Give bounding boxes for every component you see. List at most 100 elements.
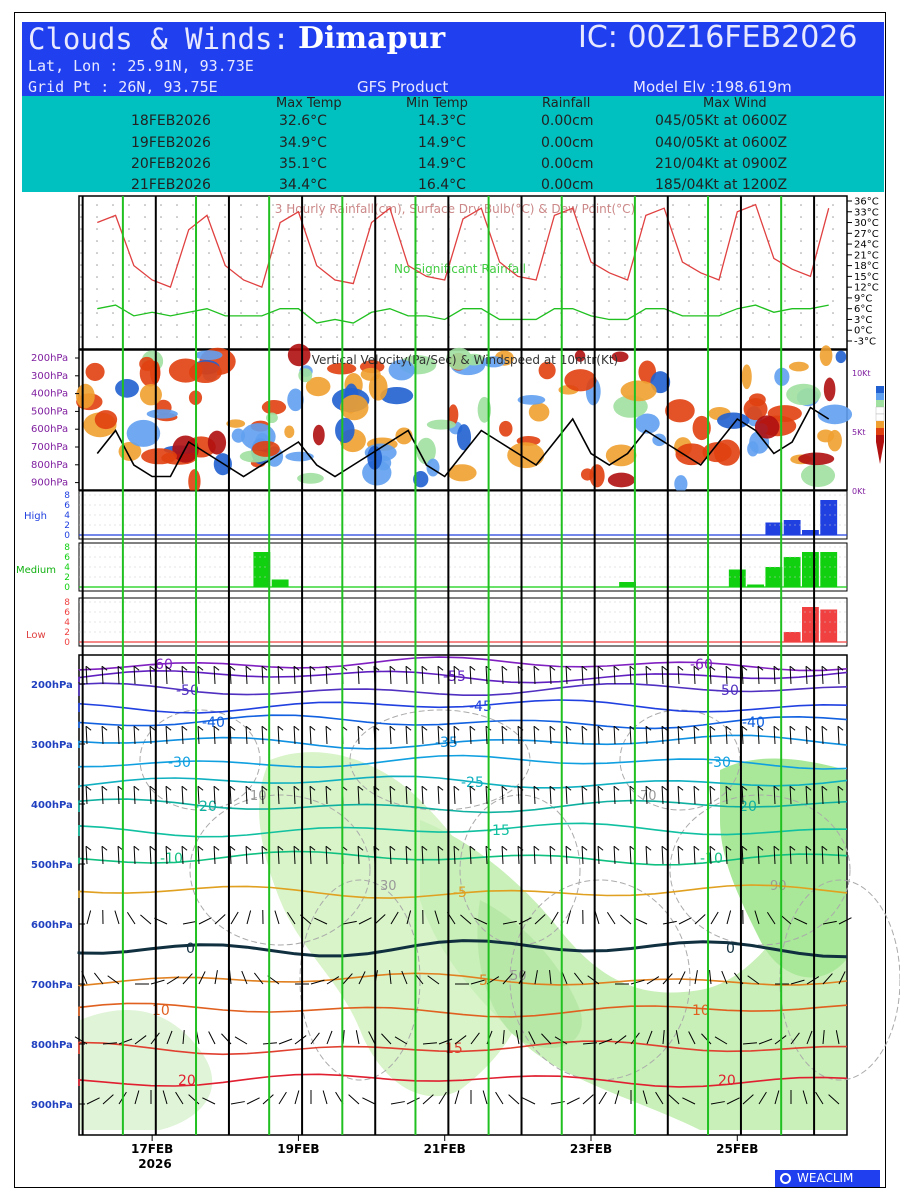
vv-cell bbox=[665, 399, 695, 423]
summary-table bbox=[22, 96, 884, 192]
wind-barb bbox=[597, 726, 600, 745]
wind-barb bbox=[175, 1091, 184, 1105]
vv-cell bbox=[447, 464, 477, 482]
wind-barb bbox=[517, 666, 520, 685]
wind-barb-flag bbox=[741, 845, 748, 851]
wind-barb bbox=[246, 910, 252, 925]
ytick-label: 300hPa bbox=[31, 740, 73, 751]
wind-barb-flag bbox=[325, 725, 332, 731]
wind-barb-flag bbox=[581, 785, 588, 791]
vv-cell bbox=[702, 442, 732, 463]
wind-barb bbox=[694, 914, 706, 925]
ytick-label: 500hPa bbox=[31, 406, 68, 417]
wind-barb bbox=[634, 917, 648, 925]
wind-barb bbox=[815, 1091, 824, 1105]
wind-barb bbox=[645, 726, 648, 745]
init-time: IC: 00Z16FEB2026 bbox=[578, 20, 858, 55]
vv-cell bbox=[456, 424, 472, 451]
wind-barb bbox=[470, 979, 485, 985]
wind-barb bbox=[322, 1090, 328, 1105]
wind-barb-flag bbox=[149, 665, 156, 671]
isotherm-line bbox=[78, 669, 848, 684]
wind-barb bbox=[794, 917, 808, 925]
surface-temp-yticks: 36°C33°C30°C27°C24°C21°C18°C15°C12°C9°C6… bbox=[847, 197, 879, 348]
rh-region bbox=[420, 820, 846, 1130]
location-name: Dimapur bbox=[298, 21, 446, 56]
cb-8 bbox=[876, 435, 884, 442]
row-max-temp: 35.1°C bbox=[279, 156, 327, 172]
wind-barb-flag bbox=[213, 665, 220, 671]
wind-barb bbox=[821, 846, 824, 865]
wind-barb-flag bbox=[309, 785, 316, 791]
wind-barb-flag bbox=[645, 785, 652, 791]
wind-barb bbox=[149, 666, 152, 685]
isotherm-label: 10 bbox=[692, 1003, 710, 1019]
wind-barb-flag bbox=[501, 785, 508, 791]
vv-cell bbox=[388, 359, 415, 381]
wind-barb bbox=[629, 786, 632, 805]
cloud-bar bbox=[801, 530, 819, 535]
wind-barb-flag bbox=[181, 725, 188, 731]
vv-cell bbox=[252, 440, 280, 457]
wind-barb-flag bbox=[405, 785, 412, 791]
wind-barb-flag bbox=[357, 785, 364, 791]
wind-barb bbox=[229, 726, 232, 745]
wind-barb-flag bbox=[789, 665, 796, 671]
cb-3 bbox=[876, 400, 884, 407]
wind-barb bbox=[837, 666, 840, 685]
wind-barb bbox=[102, 1094, 114, 1105]
wind-barb bbox=[213, 846, 216, 865]
wind-barb-flag bbox=[357, 665, 364, 671]
vv-cell bbox=[607, 472, 635, 488]
isotherm-label: 20 bbox=[178, 1073, 196, 1089]
isotherm-label: -20 bbox=[734, 799, 757, 815]
wind-barb bbox=[277, 666, 280, 685]
wind-barb bbox=[533, 666, 536, 685]
ytick-label: 4 bbox=[64, 511, 70, 521]
wind-barb-flag bbox=[101, 725, 108, 731]
cb-7 bbox=[876, 428, 884, 435]
wind-barb bbox=[438, 1091, 447, 1105]
wind-barb-flag bbox=[245, 665, 252, 671]
wind-barb bbox=[517, 846, 520, 865]
wind-barb bbox=[438, 1038, 453, 1045]
wind-barb bbox=[549, 970, 552, 985]
cloud-bar bbox=[783, 520, 801, 535]
wind-barb-flag bbox=[293, 845, 300, 851]
wind-barb bbox=[422, 1094, 434, 1105]
wind-barb bbox=[741, 846, 744, 865]
vv-cell bbox=[85, 362, 105, 381]
vv-cell bbox=[517, 394, 546, 405]
weaclim-logo: WEACLIM bbox=[775, 1170, 880, 1187]
wind-barb-flag bbox=[85, 725, 92, 731]
vv-cell bbox=[675, 443, 708, 466]
wind-barb bbox=[294, 1035, 307, 1045]
wind-barb bbox=[309, 786, 312, 805]
wind-barb-flag bbox=[277, 665, 284, 671]
vv-cell bbox=[395, 427, 413, 445]
vv-cell bbox=[188, 469, 201, 494]
wind-barb-flag bbox=[261, 725, 268, 731]
wind-barb bbox=[469, 726, 472, 745]
wind-barb-flag bbox=[405, 725, 412, 731]
isotherm-label: -30 bbox=[168, 755, 191, 771]
wind-barb bbox=[806, 976, 820, 985]
rh-region bbox=[80, 1010, 213, 1130]
wind-barb bbox=[566, 1097, 580, 1105]
wind-barb bbox=[822, 920, 837, 925]
isotherm-line bbox=[78, 775, 848, 789]
wind-barb bbox=[325, 846, 328, 865]
wind-barb bbox=[646, 976, 660, 985]
vv-cell bbox=[126, 419, 161, 447]
wind-barb-flag bbox=[85, 845, 92, 851]
wind-barb-flag bbox=[213, 725, 220, 731]
wind-barb bbox=[522, 1097, 536, 1105]
wind-barb bbox=[368, 1031, 376, 1045]
ytick-label: 400hPa bbox=[31, 389, 68, 400]
wind-barb bbox=[725, 846, 728, 865]
wind-barb bbox=[789, 846, 792, 865]
wind-barb bbox=[747, 975, 760, 985]
wind-barb bbox=[726, 910, 732, 925]
wind-barb-flag bbox=[821, 665, 828, 671]
ytick-label: 900hPa bbox=[31, 478, 68, 489]
